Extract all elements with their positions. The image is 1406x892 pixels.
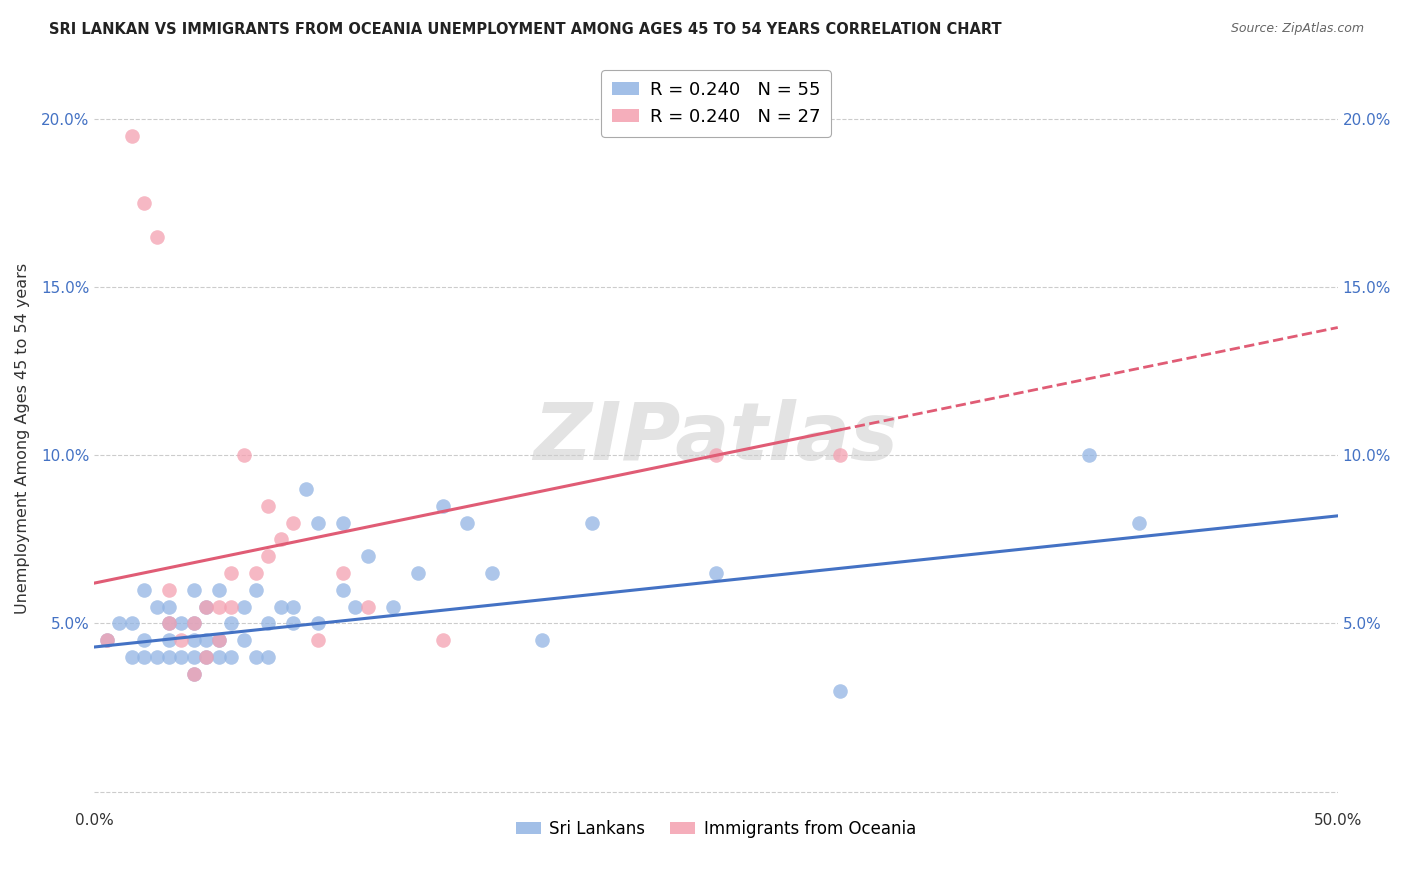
- Point: [294, 482, 316, 496]
- Point: [232, 599, 254, 614]
- Point: [245, 582, 267, 597]
- Point: [121, 616, 143, 631]
- Point: [157, 616, 180, 631]
- Text: SRI LANKAN VS IMMIGRANTS FROM OCEANIA UNEMPLOYMENT AMONG AGES 45 TO 54 YEARS COR: SRI LANKAN VS IMMIGRANTS FROM OCEANIA UN…: [49, 22, 1002, 37]
- Legend: Sri Lankans, Immigrants from Oceania: Sri Lankans, Immigrants from Oceania: [509, 814, 922, 845]
- Point: [157, 633, 180, 648]
- Point: [96, 633, 118, 648]
- Point: [108, 616, 131, 631]
- Point: [157, 616, 180, 631]
- Point: [219, 616, 242, 631]
- Point: [432, 633, 454, 648]
- Point: [132, 582, 155, 597]
- Point: [208, 599, 231, 614]
- Point: [170, 650, 193, 665]
- Point: [132, 196, 155, 211]
- Text: Source: ZipAtlas.com: Source: ZipAtlas.com: [1230, 22, 1364, 36]
- Point: [283, 616, 305, 631]
- Point: [145, 650, 167, 665]
- Point: [481, 566, 503, 580]
- Point: [257, 650, 280, 665]
- Point: [307, 516, 329, 530]
- Point: [195, 650, 218, 665]
- Point: [530, 633, 553, 648]
- Point: [145, 599, 167, 614]
- Point: [245, 566, 267, 580]
- Point: [257, 616, 280, 631]
- Point: [357, 549, 380, 564]
- Point: [183, 650, 205, 665]
- Point: [208, 650, 231, 665]
- Point: [132, 650, 155, 665]
- Point: [332, 582, 354, 597]
- Point: [307, 633, 329, 648]
- Point: [170, 633, 193, 648]
- Point: [183, 616, 205, 631]
- Y-axis label: Unemployment Among Ages 45 to 54 years: Unemployment Among Ages 45 to 54 years: [15, 263, 30, 614]
- Point: [170, 616, 193, 631]
- Point: [704, 566, 727, 580]
- Point: [283, 516, 305, 530]
- Point: [432, 499, 454, 513]
- Point: [157, 650, 180, 665]
- Point: [1128, 516, 1150, 530]
- Point: [307, 616, 329, 631]
- Point: [406, 566, 429, 580]
- Point: [270, 533, 292, 547]
- Point: [183, 582, 205, 597]
- Point: [245, 650, 267, 665]
- Point: [581, 516, 603, 530]
- Point: [357, 599, 380, 614]
- Point: [456, 516, 478, 530]
- Point: [344, 599, 367, 614]
- Point: [195, 599, 218, 614]
- Point: [195, 599, 218, 614]
- Point: [232, 633, 254, 648]
- Point: [219, 599, 242, 614]
- Point: [219, 650, 242, 665]
- Point: [96, 633, 118, 648]
- Point: [219, 566, 242, 580]
- Point: [157, 599, 180, 614]
- Point: [257, 499, 280, 513]
- Point: [208, 582, 231, 597]
- Point: [232, 448, 254, 462]
- Point: [270, 599, 292, 614]
- Point: [1078, 448, 1101, 462]
- Point: [283, 599, 305, 614]
- Point: [332, 566, 354, 580]
- Point: [704, 448, 727, 462]
- Point: [121, 128, 143, 143]
- Point: [208, 633, 231, 648]
- Point: [183, 667, 205, 681]
- Point: [132, 633, 155, 648]
- Point: [195, 633, 218, 648]
- Point: [257, 549, 280, 564]
- Point: [830, 683, 852, 698]
- Point: [157, 582, 180, 597]
- Point: [381, 599, 404, 614]
- Point: [183, 667, 205, 681]
- Text: ZIPatlas: ZIPatlas: [533, 400, 898, 477]
- Point: [145, 229, 167, 244]
- Point: [208, 633, 231, 648]
- Point: [830, 448, 852, 462]
- Point: [183, 633, 205, 648]
- Point: [195, 650, 218, 665]
- Point: [183, 616, 205, 631]
- Point: [121, 650, 143, 665]
- Point: [332, 516, 354, 530]
